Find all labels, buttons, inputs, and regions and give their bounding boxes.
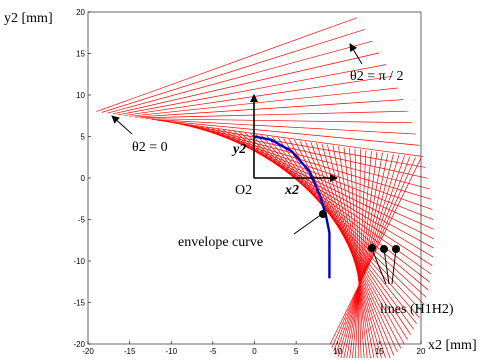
y-tick-label: -10 — [73, 257, 85, 266]
red-line-0 — [96, 17, 358, 112]
frame-y-label: y2 — [231, 142, 246, 157]
y-axis-label: y2 [mm] — [4, 11, 53, 26]
red-line-10 — [151, 119, 417, 135]
red-line-46 — [349, 147, 365, 363]
red-line-4 — [118, 64, 387, 116]
ticks-group: -20 -15 -10 -5 0 5 10 15 20 20 15 10 5 0 -5 -10 -15 -20 — [73, 8, 426, 356]
red-line-9 — [145, 118, 413, 124]
x-tick-label: -15 — [124, 347, 136, 356]
theta-0-label: θ2 = 0 — [132, 140, 168, 155]
red-line-21 — [211, 127, 434, 249]
lines-point-3 — [392, 245, 400, 253]
red-line-8 — [140, 110, 408, 119]
red-line-6 — [129, 87, 398, 117]
red-line-54 — [339, 154, 394, 361]
red-line-59 — [329, 157, 422, 345]
red-line-2 — [107, 40, 373, 114]
x-tick-label: -5 — [209, 347, 217, 356]
theta-0-arrow — [111, 115, 133, 135]
x-tick-label: 5 — [294, 347, 299, 356]
red-lines-group — [96, 17, 434, 363]
y-tick-label: -20 — [73, 340, 85, 349]
lines-leader-1 — [371, 248, 387, 285]
red-line-48 — [357, 149, 361, 363]
x-tick-label: 20 — [417, 347, 426, 356]
x-tick-label: 0 — [252, 347, 257, 356]
red-line-56 — [335, 155, 405, 355]
red-line-47 — [354, 148, 362, 363]
envelope-leader — [293, 213, 323, 235]
red-line-49 — [354, 150, 367, 363]
envelope-curve — [254, 135, 331, 279]
red-line-43 — [332, 145, 376, 363]
theta-pi2-arrow — [349, 43, 363, 65]
y-tick-label: 5 — [81, 133, 86, 142]
red-line-45 — [343, 147, 369, 363]
red-line-1 — [101, 29, 365, 113]
x-axis-label: x2 [mm] — [428, 338, 477, 353]
lines-label: lines (H1H2) — [380, 302, 454, 317]
x-tick-label: 15 — [375, 347, 384, 356]
lines-leader-3 — [391, 248, 397, 285]
y-tick-label: -15 — [73, 299, 85, 308]
envelope-curve-label: envelope curve — [178, 235, 263, 250]
frame-origin-label: O2 — [235, 183, 252, 198]
x-tick-label: -20 — [82, 347, 94, 356]
red-line-11 — [156, 119, 420, 146]
red-line-57 — [333, 156, 411, 352]
frame-x-label: x2 — [284, 183, 299, 198]
y-tick-label: 0 — [81, 174, 86, 183]
envelope-point — [319, 210, 327, 218]
red-line-12 — [162, 120, 423, 157]
y-tick-label: 10 — [76, 91, 85, 100]
red-line-52 — [345, 152, 383, 363]
y-tick-label: 20 — [76, 8, 85, 17]
red-line-23 — [222, 129, 433, 267]
red-line-55 — [337, 154, 400, 358]
red-line-53 — [342, 153, 389, 363]
red-line-40 — [316, 143, 387, 362]
red-line-50 — [351, 150, 372, 363]
red-line-51 — [348, 151, 378, 363]
lines-point-2 — [380, 245, 388, 253]
x-tick-label: 10 — [333, 347, 342, 356]
x-tick-label: -10 — [165, 347, 177, 356]
red-line-25 — [233, 131, 430, 283]
y-tick-label: 15 — [76, 50, 85, 59]
red-line-3 — [112, 52, 380, 115]
y-tick-label: -5 — [78, 216, 86, 225]
envelope-group — [254, 135, 331, 279]
theta-pi2-label: θ2 = π / 2 — [350, 69, 404, 84]
red-line-44 — [338, 146, 372, 363]
red-line-7 — [134, 99, 404, 118]
lines-leader-2 — [383, 248, 390, 285]
lines-point-1 — [368, 244, 376, 252]
